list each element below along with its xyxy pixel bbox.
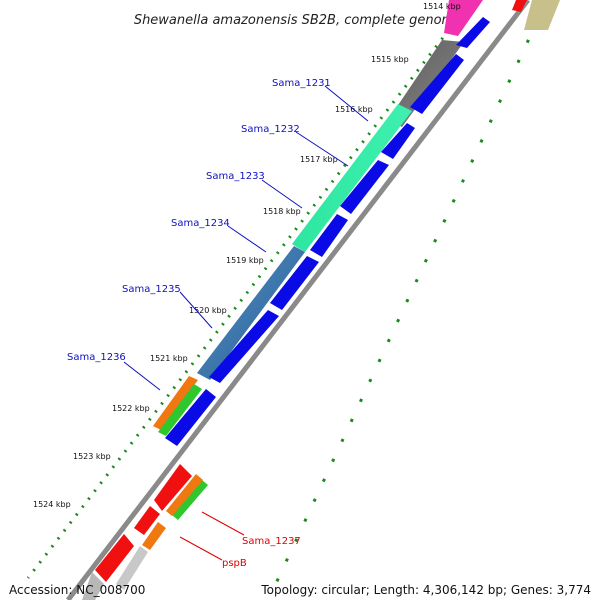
gene-label-sama-1234: Sama_1234	[171, 218, 230, 229]
gene-sama-1235-steel	[197, 246, 305, 380]
gene-green-b	[172, 480, 208, 520]
ruler-label: 1518 kbp	[263, 207, 301, 216]
ruler-label: 1515 kbp	[371, 55, 409, 64]
gene-pink	[444, 0, 483, 36]
ruler-label: 1521 kbp	[150, 354, 188, 363]
ruler-minor-ticks	[26, 0, 549, 593]
gene-labels: Sama_1231 Sama_1232 Sama_1233 Sama_1234 …	[67, 78, 331, 569]
accession-text: Accession: NC_008700	[9, 583, 146, 597]
ruler-label: 1520 kbp	[189, 306, 227, 315]
genome-title: Shewanella amazonensis SB2B, complete ge…	[134, 13, 462, 28]
gene-red-c	[95, 534, 134, 582]
gene-olive-top	[524, 0, 560, 30]
ruler-labels: 1514 kbp 1515 kbp 1516 kbp 1517 kbp 1518…	[33, 2, 461, 509]
ruler-label: 1514 kbp	[423, 2, 461, 11]
forward-strand-features	[82, 0, 483, 600]
gene-label-leaders	[123, 85, 369, 561]
genome-backbone	[66, 0, 530, 600]
gene-label-sama-1231: Sama_1231	[272, 78, 331, 89]
gene-blue-2	[410, 54, 464, 114]
gene-blue-1	[456, 17, 490, 48]
gene-label-sama-1235: Sama_1235	[122, 284, 181, 295]
gene-label-sama-1236: Sama_1236	[67, 352, 126, 363]
gene-label-sama-1233: Sama_1233	[206, 171, 265, 182]
gene-grey-lower	[82, 572, 104, 600]
gene-red-b	[134, 506, 160, 535]
genome-summary-text: Topology: circular; Length: 4,306,142 bp…	[261, 583, 591, 597]
gene-label-pspb: pspB	[222, 558, 247, 569]
ruler-label: 1523 kbp	[73, 452, 111, 461]
ruler-label: 1517 kbp	[300, 155, 338, 164]
gene-red-top	[512, 0, 527, 12]
gene-orange-b	[166, 474, 203, 516]
gene-blue-7	[209, 310, 279, 383]
gene-grey-c	[116, 546, 148, 590]
gene-sama-1236-orange	[153, 376, 198, 430]
gene-blue-8	[165, 389, 216, 446]
gene-blue-5	[310, 214, 348, 257]
gene-sama-1231-grey	[388, 40, 464, 127]
gene-sama-1232-1234-mint	[292, 104, 412, 252]
gene-blue-3	[381, 123, 415, 159]
gene-green-a	[158, 384, 202, 436]
gene-red-a	[154, 464, 192, 511]
gene-orange-c	[142, 522, 166, 550]
reverse-strand-features	[116, 17, 490, 590]
gene-label-sama-1232: Sama_1232	[241, 124, 300, 135]
gene-blue-4	[340, 160, 389, 214]
ruler-label: 1524 kbp	[33, 500, 71, 509]
gene-blue-6	[270, 256, 319, 310]
gene-label-sama-1237: Sama_1237	[242, 536, 301, 547]
ruler-label: 1522 kbp	[112, 404, 150, 413]
ruler-label: 1519 kbp	[226, 256, 264, 265]
